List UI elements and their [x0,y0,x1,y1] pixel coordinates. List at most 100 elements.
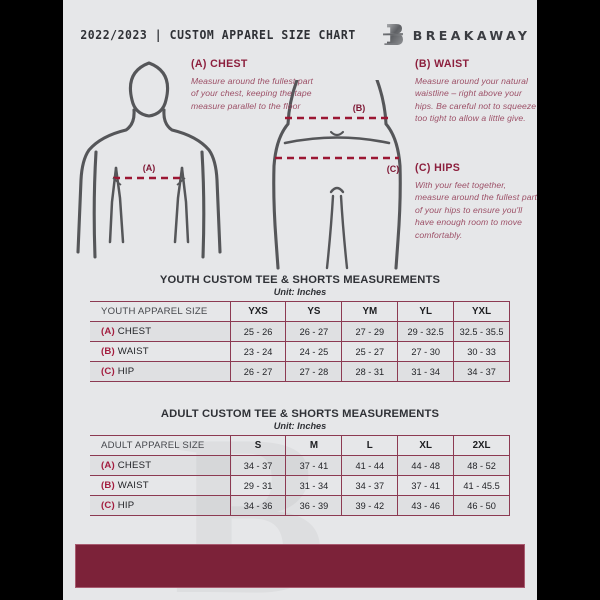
youth-waist-ym: 25 - 27 [341,341,398,362]
table-row: (B) WAIST 23 - 24 24 - 25 25 - 27 27 - 3… [90,341,510,362]
youth-row-header-label: YOUTH APPAREL SIZE [90,301,231,322]
navel-mark [329,130,345,137]
row-name: CHEST [117,460,152,471]
page-title: 2022/2023 | CUSTOM APPAREL SIZE CHART [80,28,356,42]
youth-waist-yxl: 30 - 33 [453,341,510,362]
adult-size-table: ADULT APPAREL SIZE S M L XL 2XL (A) CHES… [90,435,510,516]
youth-hip-ys: 27 - 28 [285,361,342,382]
waist-heading-label: WAIST [434,58,470,70]
youth-chest-yl: 29 - 32.5 [397,321,454,342]
table-row: (C) HIP 26 - 27 27 - 28 28 - 31 31 - 34 … [90,361,510,382]
row-name: WAIST [117,480,149,491]
chest-description-text: Measure around the fullest part of your … [191,76,314,111]
adult-chest-s: 34 - 37 [229,455,286,476]
adult-chest-m: 37 - 41 [285,455,342,476]
row-name: CHEST [117,326,152,337]
waist-description-block: (B) WAIST Measure around your natural wa… [415,58,537,125]
waist-heading: (B) WAIST [415,58,537,70]
adult-hip-m: 36 - 39 [285,495,342,516]
adult-hip-l: 39 - 42 [341,495,398,516]
adult-chest-xl: 44 - 48 [397,455,454,476]
row-name: HIP [117,500,135,511]
table-row: (B) WAIST 29 - 31 31 - 34 34 - 37 37 - 4… [90,475,510,496]
adult-table-title: ADULT CUSTOM TEE & SHORTS MEASUREMENTS [160,408,440,420]
adult-size-col-2: L [341,435,398,456]
adult-waist-m: 31 - 34 [285,475,342,496]
hips-heading-label: HIPS [434,162,461,174]
youth-size-col-2: YM [341,301,398,322]
adult-table-header-row: ADULT APPAREL SIZE S M L XL 2XL [90,435,510,456]
youth-row-label-waist: (B) WAIST [90,341,231,362]
youth-table-title: YOUTH CUSTOM TEE & SHORTS MEASUREMENTS [159,274,441,286]
adult-table-unit: Unit: Inches [273,421,327,431]
size-chart-page: B 2022/2023 | CUSTOM APPAREL SIZE CHART … [63,0,537,600]
hips-description-block: (C) HIPS With your feet together, measur… [415,162,537,241]
youth-chest-yxl: 32.5 - 35.5 [453,321,510,342]
adult-waist-l: 34 - 37 [341,475,398,496]
adult-hip-s: 34 - 36 [229,495,286,516]
youth-chest-yxs: 25 - 26 [229,321,286,342]
row-code: (A) [101,326,115,337]
adult-row-label-chest: (A) CHEST [90,455,231,476]
chest-marker-label: (A) [143,163,156,173]
chest-heading: (A) CHEST [191,58,315,70]
youth-table-unit: Unit: Inches [273,287,327,297]
adult-row-header-label: ADULT APPAREL SIZE [90,435,231,456]
adult-row-label-waist: (B) WAIST [90,475,231,496]
youth-size-col-4: YXL [453,301,510,322]
youth-chest-ym: 27 - 29 [341,321,398,342]
adult-size-col-4: 2XL [453,435,510,456]
row-code: (A) [101,460,115,471]
adult-row-label-hip: (C) HIP [90,495,231,516]
youth-hip-ym: 28 - 31 [341,361,398,382]
page-header: 2022/2023 | CUSTOM APPAREL SIZE CHART BR… [63,18,537,52]
table-row: (A) CHEST 25 - 26 26 - 27 27 - 29 29 - 3… [90,321,510,342]
row-code: (C) [101,366,115,377]
chest-description-block: (A) CHEST Measure around the fullest par… [191,58,315,112]
footer-banner-bar [75,544,525,588]
row-code: (B) [101,346,115,357]
youth-waist-yxs: 23 - 24 [229,341,286,362]
hips-description-text: With your feet together, measure around … [415,180,537,240]
hips-heading: (C) HIPS [415,162,537,174]
hips-marker-label: (C) [387,164,400,174]
waist-description-text: Measure around your natural waistline – … [415,76,537,124]
chest-heading-code: (A) [191,58,207,70]
youth-size-col-3: YL [397,301,454,322]
breakaway-b-logo-icon [382,24,403,45]
waist-hips-body-icon: (B) (C) [272,80,402,270]
adult-size-col-1: M [285,435,342,456]
adult-size-col-3: XL [397,435,454,456]
table-row: (A) CHEST 34 - 37 37 - 41 41 - 44 44 - 4… [90,455,510,476]
youth-row-label-chest: (A) CHEST [90,321,231,342]
adult-size-table-section: ADULT CUSTOM TEE & SHORTS MEASUREMENTS U… [90,408,510,516]
adult-chest-2xl: 48 - 52 [453,455,510,476]
youth-hip-yxl: 34 - 37 [453,361,510,382]
youth-waist-ys: 24 - 25 [285,341,342,362]
adult-hip-2xl: 46 - 50 [453,495,510,516]
waist-marker-label: (B) [353,103,366,113]
brand-name: BREAKAWAY [412,27,531,43]
youth-hip-yl: 31 - 34 [397,361,454,382]
youth-size-table-section: YOUTH CUSTOM TEE & SHORTS MEASUREMENTS U… [90,274,510,382]
torso-front-body-icon: (A) [76,61,222,259]
adult-waist-xl: 37 - 41 [397,475,454,496]
youth-hip-yxs: 26 - 27 [229,361,286,382]
hips-heading-code: (C) [415,162,431,174]
youth-row-label-hip: (C) HIP [90,361,231,382]
chest-heading-label: CHEST [210,58,248,70]
youth-size-table: YOUTH APPAREL SIZE YXS YS YM YL YXL (A) … [90,301,510,382]
adult-waist-2xl: 41 - 45.5 [453,475,510,496]
row-name: HIP [117,366,135,377]
adult-waist-s: 29 - 31 [229,475,286,496]
youth-size-col-0: YXS [229,301,286,322]
adult-hip-xl: 43 - 46 [397,495,454,516]
youth-waist-yl: 27 - 30 [397,341,454,362]
row-code: (B) [101,480,115,491]
row-name: WAIST [117,346,149,357]
row-code: (C) [101,500,115,511]
youth-size-col-1: YS [285,301,342,322]
table-row: (C) HIP 34 - 36 36 - 39 39 - 42 43 - 46 … [90,495,510,516]
waist-heading-code: (B) [415,58,431,70]
brand-logo: BREAKAWAY [382,22,531,48]
